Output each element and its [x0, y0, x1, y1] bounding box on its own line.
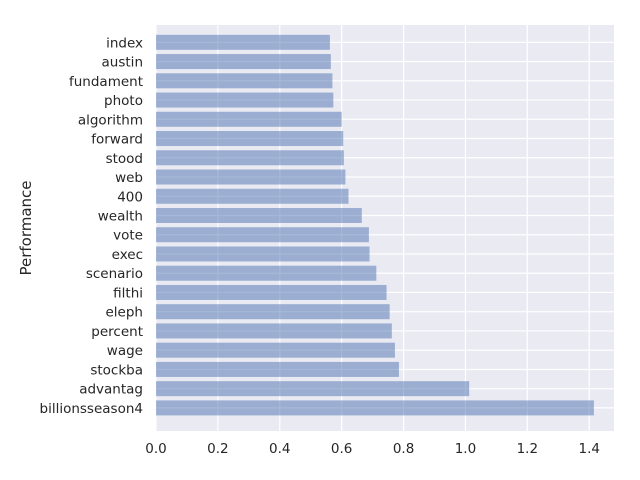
- y-tick-label: filthi: [113, 285, 143, 301]
- bar: [156, 131, 344, 147]
- bar: [156, 342, 395, 358]
- y-tick-labels: billionsseason4 advantag stockba wage percen…: [40, 35, 143, 417]
- x-tick-label: 1.2: [517, 441, 538, 457]
- bar: [156, 92, 334, 108]
- y-tick-label: stood: [106, 151, 143, 167]
- y-tick-label: wealth: [98, 208, 143, 224]
- bars: [156, 34, 594, 416]
- x-tick-label: 1.0: [455, 441, 476, 457]
- bar: [156, 381, 470, 397]
- bar: [156, 361, 399, 377]
- bar: [156, 73, 333, 89]
- x-tick-label: 1.4: [579, 441, 600, 457]
- y-tick-label: vote: [113, 228, 143, 244]
- y-tick-label: stockba: [90, 362, 143, 378]
- y-tick-label: index: [106, 35, 143, 51]
- y-tick-label: web: [115, 170, 143, 186]
- y-tick-label: advantag: [79, 382, 143, 398]
- y-tick-label: algorithm: [78, 112, 143, 128]
- y-tick-label: billionsseason4: [40, 401, 143, 417]
- bar: [156, 111, 342, 127]
- bar: [156, 265, 377, 281]
- bar: [156, 207, 362, 223]
- y-tick-label: austin: [102, 55, 143, 71]
- y-axis-label: Performance: [17, 180, 35, 275]
- y-tick-label: eleph: [106, 305, 144, 321]
- y-tick-label: scenario: [86, 266, 143, 282]
- x-tick-label: 0.6: [331, 441, 352, 457]
- x-tick-label: 0.2: [207, 441, 228, 457]
- bar: [156, 188, 349, 204]
- y-tick-label: fundament: [69, 74, 143, 90]
- bar: [156, 34, 330, 50]
- bar: [156, 400, 594, 416]
- bar: [156, 54, 331, 70]
- x-tick-label: 0.4: [269, 441, 290, 457]
- bar: [156, 323, 392, 339]
- y-tick-label: percent: [91, 324, 143, 340]
- bar: [156, 284, 387, 300]
- y-tick-label: wage: [107, 343, 143, 359]
- x-tick-labels: 0.0 0.2 0.4 0.6 0.8 1.0 1.2 1.4: [145, 441, 600, 457]
- bar: [156, 227, 369, 243]
- x-tick-label: 0.0: [145, 441, 166, 457]
- bar: [156, 246, 370, 262]
- bar: [156, 304, 390, 320]
- bar: [156, 169, 346, 185]
- x-tick-label: 0.8: [393, 441, 414, 457]
- y-tick-label: 400: [117, 189, 143, 205]
- y-tick-label: exec: [112, 247, 143, 263]
- y-tick-label: forward: [91, 132, 143, 148]
- bar: [156, 150, 344, 166]
- y-tick-label: photo: [104, 93, 143, 109]
